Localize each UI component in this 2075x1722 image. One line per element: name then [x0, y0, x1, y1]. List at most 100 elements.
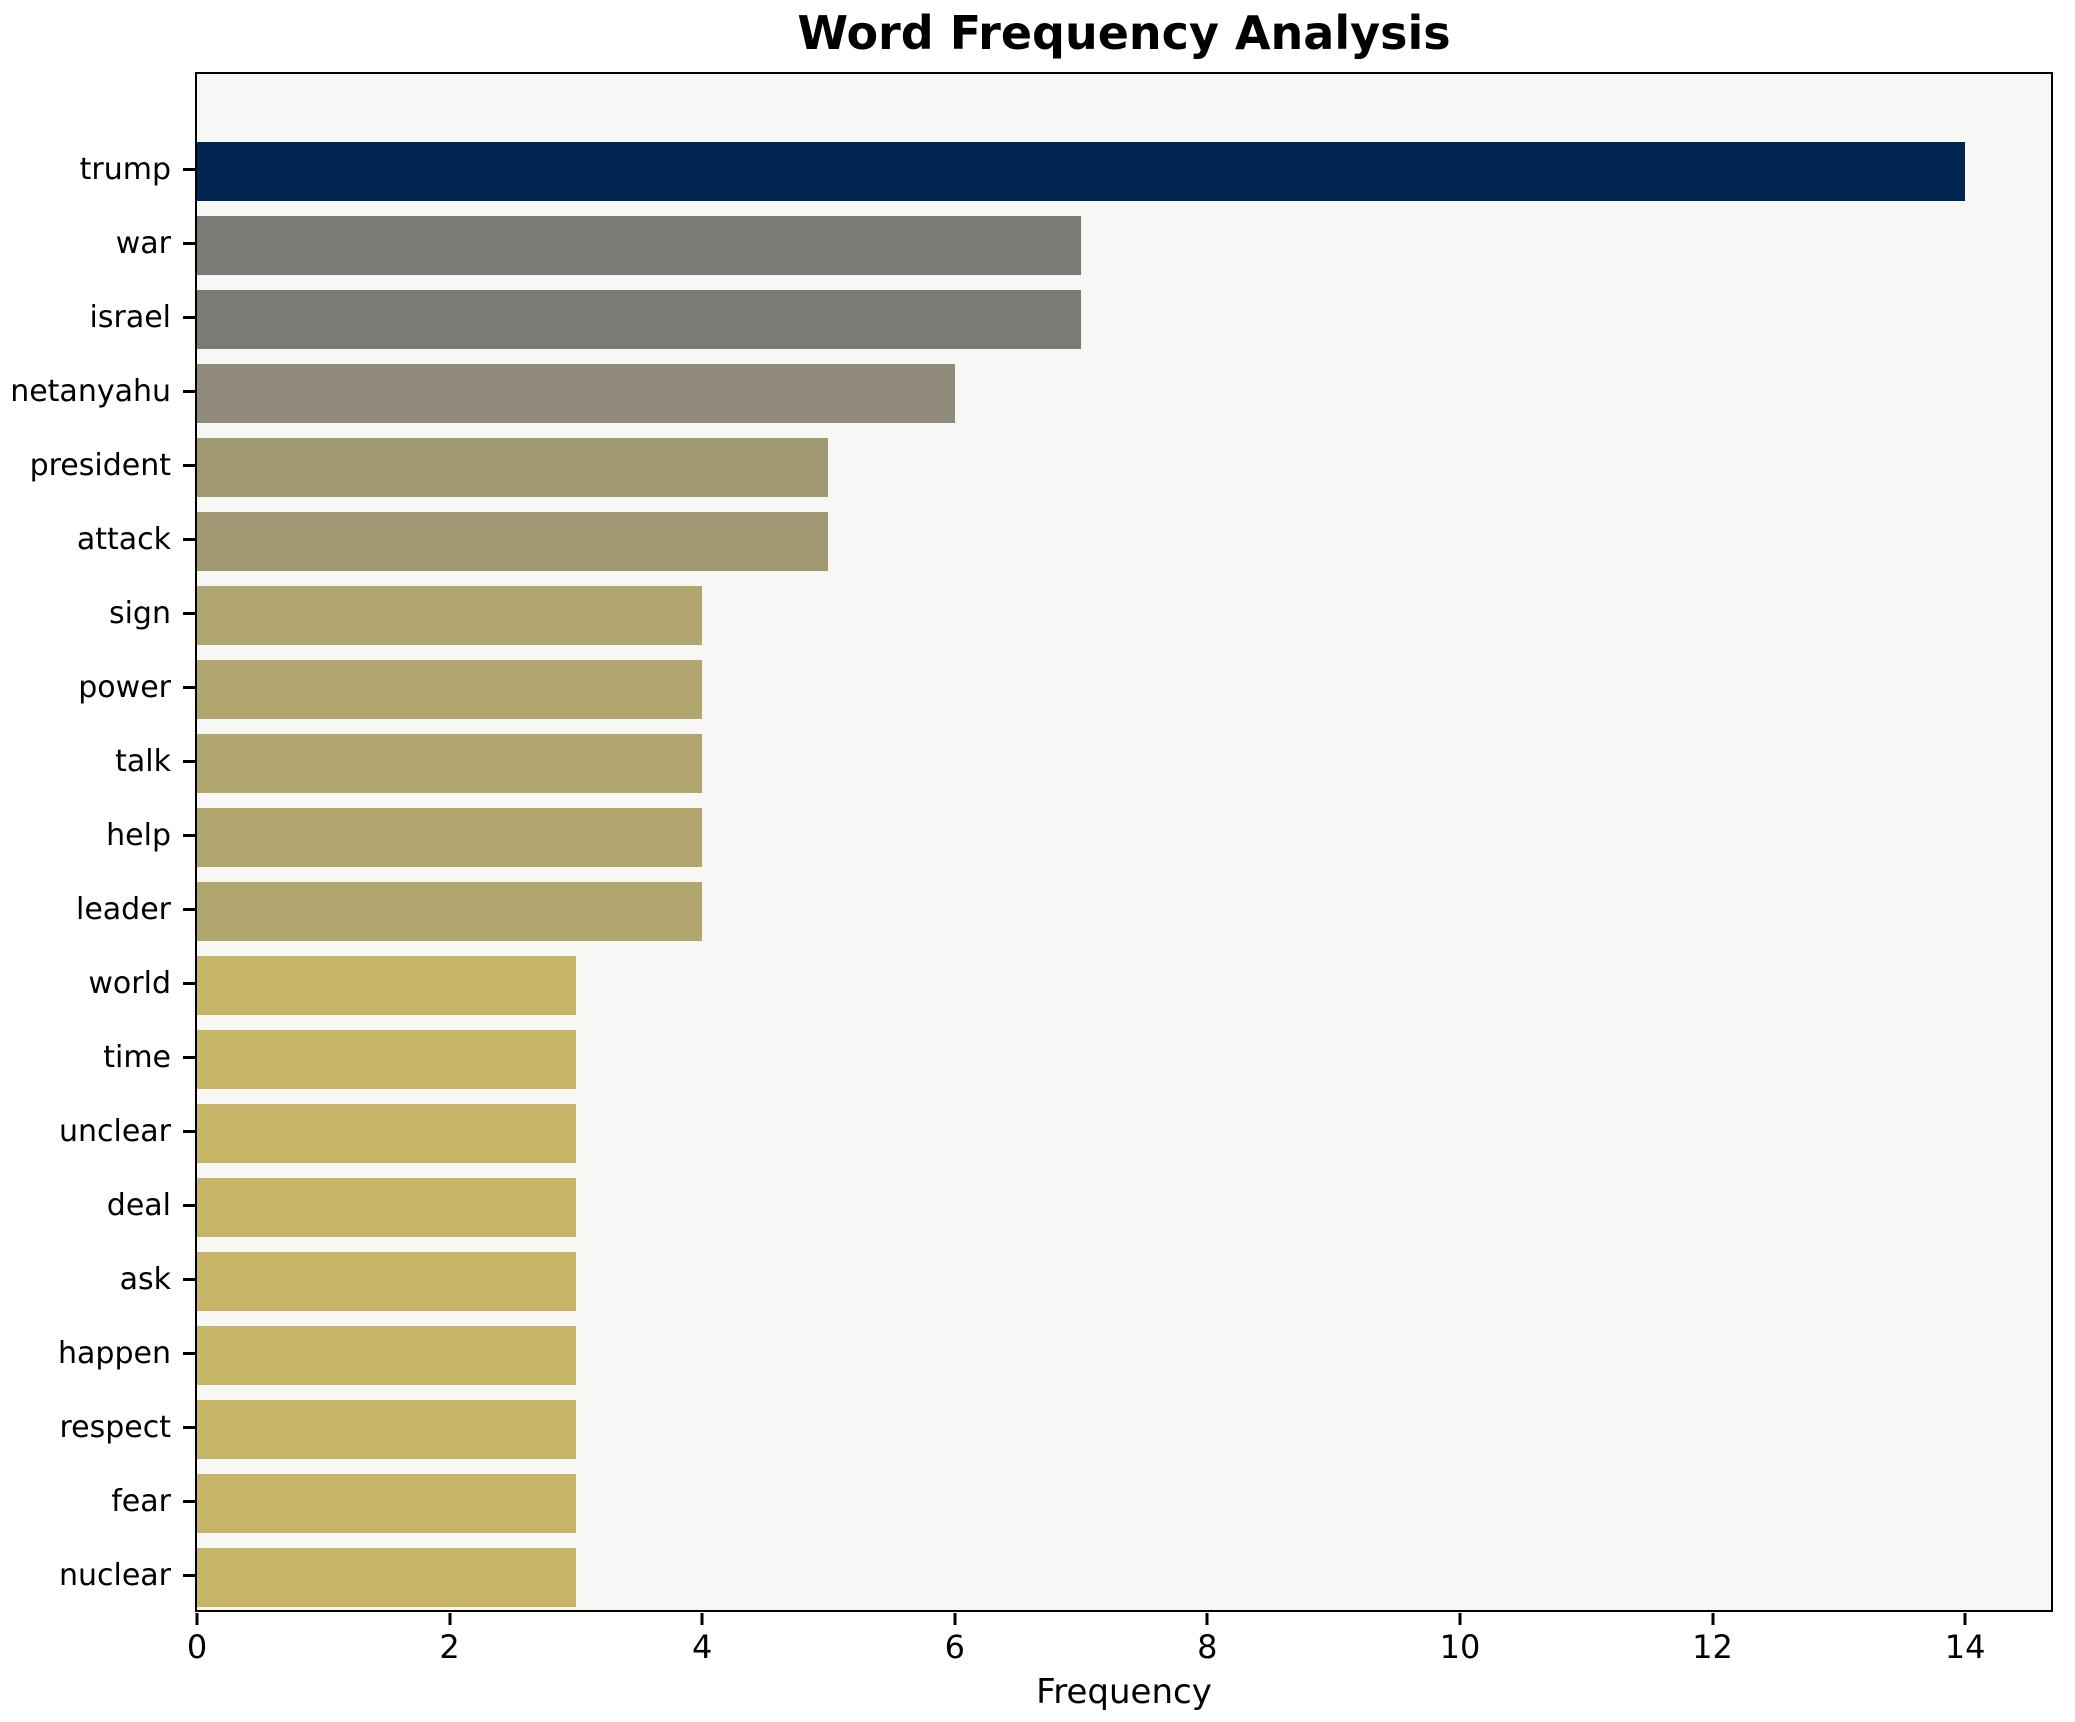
bar-respect	[197, 1399, 576, 1459]
bar-row	[197, 726, 2051, 800]
bar-netanyahu	[197, 363, 955, 423]
bar-trump	[197, 141, 1966, 201]
x-tick-label-4: 4	[691, 1628, 713, 1666]
y-tick-label-deal: deal	[0, 1168, 195, 1242]
x-tick-label-8: 8	[1197, 1628, 1218, 1666]
bar-row	[197, 578, 2051, 652]
bar-power	[197, 659, 703, 719]
bar-deal	[197, 1177, 576, 1237]
x-tick-label-10: 10	[1439, 1628, 1481, 1666]
bar-row	[197, 1466, 2051, 1540]
bar-row	[197, 1392, 2051, 1466]
bar-row	[197, 504, 2051, 578]
x-tick-mark	[195, 1612, 199, 1625]
y-tick-mark	[183, 981, 195, 985]
bar-row	[197, 1318, 2051, 1392]
y-tick-mark	[183, 611, 195, 615]
bar-row	[197, 948, 2051, 1022]
y-tick-label-war: war	[0, 206, 195, 280]
y-tick-label-help: help	[0, 798, 195, 872]
bar-attack	[197, 511, 829, 571]
bar-war	[197, 215, 1082, 275]
bar-row	[197, 1022, 2051, 1096]
y-tick-label-unclear: unclear	[0, 1094, 195, 1168]
bar-row	[197, 356, 2051, 430]
y-tick-mark	[183, 167, 195, 171]
bar-row	[197, 1096, 2051, 1170]
bar-row	[197, 874, 2051, 948]
bar-row	[197, 1244, 2051, 1318]
y-tick-label-time: time	[0, 1020, 195, 1094]
y-tick-mark	[183, 1573, 195, 1577]
bar-time	[197, 1029, 576, 1089]
y-tick-label-power: power	[0, 650, 195, 724]
x-tick-mark	[1205, 1612, 1209, 1625]
bar-president	[197, 437, 829, 497]
y-tick-label-nuclear: nuclear	[0, 1538, 195, 1612]
y-tick-mark	[183, 315, 195, 319]
y-tick-mark	[183, 1129, 195, 1133]
y-tick-label-attack: attack	[0, 502, 195, 576]
x-tick-mark	[700, 1612, 704, 1625]
x-tick-label-14: 14	[1944, 1628, 1986, 1666]
y-tick-label-ask: ask	[0, 1242, 195, 1316]
y-tick-label-leader: leader	[0, 872, 195, 946]
x-tick-label-12: 12	[1692, 1628, 1733, 1666]
bar-happen	[197, 1325, 576, 1385]
bar-talk	[197, 733, 703, 793]
x-tick-label-0: 0	[186, 1628, 208, 1666]
y-tick-label-fear: fear	[0, 1464, 195, 1538]
bar-row	[197, 208, 2051, 282]
y-tick-label-netanyahu: netanyahu	[0, 354, 195, 428]
y-tick-label-happen: happen	[0, 1316, 195, 1390]
bar-row	[197, 430, 2051, 504]
y-tick-mark	[183, 685, 195, 689]
x-tick-label-6: 6	[944, 1628, 965, 1666]
bar-row	[197, 282, 2051, 356]
chart-title: Word Frequency Analysis	[797, 6, 1451, 60]
bar-row	[197, 652, 2051, 726]
y-tick-label-trump: trump	[0, 132, 195, 206]
y-tick-label-respect: respect	[0, 1390, 195, 1464]
y-tick-label-president: president	[0, 428, 195, 502]
y-tick-label-israel: israel	[0, 280, 195, 354]
bar-world	[197, 955, 576, 1015]
x-tick-mark	[1711, 1612, 1715, 1625]
y-tick-mark	[183, 537, 195, 541]
bars-container	[197, 74, 2051, 1610]
y-tick-mark	[183, 1203, 195, 1207]
bar-ask	[197, 1251, 576, 1311]
bar-row	[197, 800, 2051, 874]
y-tick-label-talk: talk	[0, 724, 195, 798]
y-tick-mark	[183, 389, 195, 393]
plot-area: 0 2 4 6 8 10 12 14	[187, 72, 2053, 1666]
y-axis-labels: trump war israel netanyahu president attack si…	[0, 72, 195, 1612]
bar-row	[197, 1540, 2051, 1614]
y-tick-mark	[183, 759, 195, 763]
bar-help	[197, 807, 703, 867]
bar-row	[197, 1170, 2051, 1244]
y-tick-mark	[183, 241, 195, 245]
bar-israel	[197, 289, 1082, 349]
x-tick-label-2: 2	[439, 1628, 460, 1666]
y-tick-mark	[183, 463, 195, 467]
y-tick-label-world: world	[0, 946, 195, 1020]
x-tick-mark	[1963, 1612, 1967, 1625]
x-axis-title: Frequency	[1036, 1672, 1212, 1712]
y-tick-mark	[183, 907, 195, 911]
x-tick-mark	[1458, 1612, 1462, 1625]
x-tick-mark	[448, 1612, 452, 1625]
bar-fear	[197, 1473, 576, 1533]
bar-nuclear	[197, 1547, 576, 1607]
y-tick-mark	[183, 1351, 195, 1355]
y-tick-label-sign: sign	[0, 576, 195, 650]
bar-sign	[197, 585, 703, 645]
bar-unclear	[197, 1103, 576, 1163]
y-tick-mark	[183, 1425, 195, 1429]
bar-leader	[197, 881, 703, 941]
y-tick-mark	[183, 1499, 195, 1503]
y-tick-mark	[183, 1055, 195, 1059]
y-tick-mark	[183, 1277, 195, 1281]
x-tick-mark	[953, 1612, 957, 1625]
